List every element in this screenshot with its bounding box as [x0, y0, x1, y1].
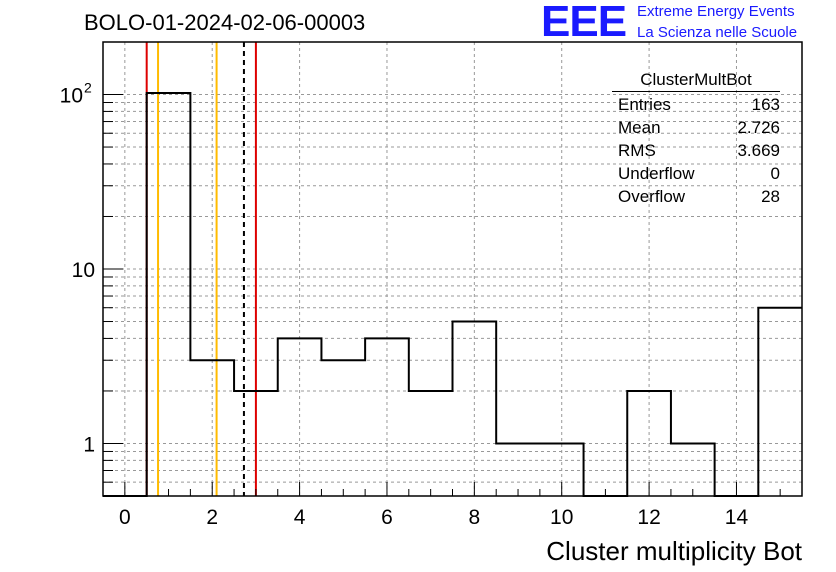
stats-label: Overflow: [618, 187, 686, 206]
y-tick-exponent: 2: [84, 80, 92, 96]
x-tick-label: 8: [469, 506, 481, 529]
stats-row-underflow: Underflow 0: [612, 162, 780, 185]
y-tick-label: 10: [60, 85, 83, 108]
x-tick-label: 0: [119, 506, 131, 529]
stats-label: Entries: [618, 95, 671, 114]
stats-label: Underflow: [618, 164, 695, 183]
x-tick-label: 6: [381, 506, 393, 529]
stats-row-mean: Mean 2.726: [612, 116, 780, 139]
histogram-outline: [103, 92, 802, 497]
stats-row-rms: RMS 3.669: [612, 139, 780, 162]
stats-value: 3.669: [737, 141, 780, 160]
logo-line-2: La Scienza nelle Scuole: [637, 24, 798, 41]
y-tick-label: 10: [72, 259, 95, 282]
x-axis-label: Cluster multiplicity Bot: [546, 536, 803, 566]
stats-label: Mean: [618, 118, 661, 137]
x-tick-label: 14: [725, 506, 749, 529]
y-tick-label: 1: [83, 433, 95, 456]
stats-value: 163: [751, 95, 780, 114]
x-tick-label: 2: [206, 506, 218, 529]
x-tick-label: 12: [637, 506, 660, 529]
stats-box: ClusterMultBot Entries 163 Mean 2.726 RM…: [612, 70, 780, 208]
x-tick-label: 10: [550, 506, 573, 529]
stats-row-entries: Entries 163: [612, 93, 780, 116]
stats-value: 28: [761, 187, 780, 206]
eee-logo-mark: EEE: [541, 0, 627, 46]
stats-value: 2.726: [737, 118, 780, 137]
stats-value: 0: [770, 164, 780, 183]
stats-title: ClusterMultBot: [612, 70, 780, 92]
logo-line-1: Extreme Energy Events: [637, 3, 795, 20]
chart-title: BOLO-01-2024-02-06-00003: [84, 10, 366, 35]
x-tick-label: 4: [294, 506, 306, 529]
stats-label: RMS: [618, 141, 656, 160]
stats-row-overflow: Overflow 28: [612, 185, 780, 208]
